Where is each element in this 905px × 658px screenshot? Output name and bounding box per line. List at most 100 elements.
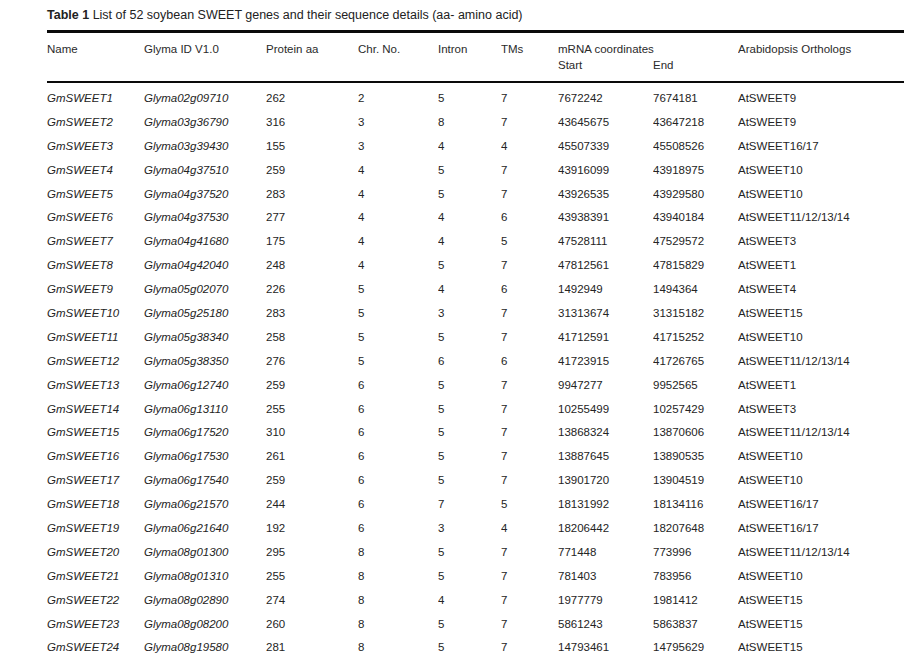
cell-tms: 4 bbox=[501, 516, 558, 540]
cell-tms: 7 bbox=[501, 182, 558, 206]
table-body: GmSWEET1Glyma02g097102622577672242767418… bbox=[47, 82, 904, 658]
cell-intron: 4 bbox=[438, 205, 501, 229]
cell-intron: 8 bbox=[438, 110, 501, 134]
cell-mrna-end: 43929580 bbox=[653, 182, 738, 206]
cell-ortholog: AtSWEET10 bbox=[738, 444, 904, 468]
cell-tms: 7 bbox=[501, 468, 558, 492]
cell-mrna-end: 43918975 bbox=[653, 158, 738, 182]
cell-intron: 5 bbox=[438, 158, 501, 182]
cell-protein-aa: 255 bbox=[266, 564, 358, 588]
table-row: GmSWEET15Glyma06g17520310657138683241387… bbox=[47, 420, 904, 444]
cell-mrna-end: 47815829 bbox=[653, 253, 738, 277]
cell-intron: 5 bbox=[438, 397, 501, 421]
col-header-orthologs: Arabidopsis Orthologs bbox=[738, 32, 904, 83]
cell-mrna-start: 771448 bbox=[558, 540, 653, 564]
cell-tms: 7 bbox=[501, 540, 558, 564]
cell-mrna-end: 45508526 bbox=[653, 134, 738, 158]
cell-chr-no: 3 bbox=[358, 110, 438, 134]
cell-protein-aa: 155 bbox=[266, 134, 358, 158]
cell-mrna-start: 45507339 bbox=[558, 134, 653, 158]
cell-glyma-id: Glyma04g37520 bbox=[144, 182, 266, 206]
cell-glyma-id: Glyma04g42040 bbox=[144, 253, 266, 277]
cell-tms: 7 bbox=[501, 373, 558, 397]
cell-intron: 6 bbox=[438, 349, 501, 373]
cell-name: GmSWEET17 bbox=[47, 468, 144, 492]
cell-tms: 7 bbox=[501, 158, 558, 182]
table-row: GmSWEET23Glyma08g08200260857586124358638… bbox=[47, 612, 904, 636]
cell-mrna-end: 783956 bbox=[653, 564, 738, 588]
cell-mrna-start: 43645675 bbox=[558, 110, 653, 134]
cell-ortholog: AtSWEET10 bbox=[738, 468, 904, 492]
cell-tms: 7 bbox=[501, 564, 558, 588]
cell-mrna-end: 10257429 bbox=[653, 397, 738, 421]
cell-mrna-end: 31315182 bbox=[653, 301, 738, 325]
cell-protein-aa: 283 bbox=[266, 301, 358, 325]
cell-chr-no: 5 bbox=[358, 325, 438, 349]
cell-tms: 7 bbox=[501, 635, 558, 658]
cell-intron: 5 bbox=[438, 325, 501, 349]
cell-mrna-start: 31313674 bbox=[558, 301, 653, 325]
cell-ortholog: AtSWEET15 bbox=[738, 612, 904, 636]
cell-tms: 4 bbox=[501, 134, 558, 158]
cell-chr-no: 4 bbox=[358, 229, 438, 253]
cell-intron: 3 bbox=[438, 301, 501, 325]
cell-name: GmSWEET21 bbox=[47, 564, 144, 588]
cell-name: GmSWEET24 bbox=[47, 635, 144, 658]
cell-mrna-start: 41712591 bbox=[558, 325, 653, 349]
table-row: GmSWEET20Glyma08g01300295857771448773996… bbox=[47, 540, 904, 564]
table-title-text: List of 52 soybean SWEET genes and their… bbox=[93, 8, 523, 22]
cell-mrna-start: 10255499 bbox=[558, 397, 653, 421]
table-row: GmSWEET11Glyma05g38340258557417125914171… bbox=[47, 325, 904, 349]
cell-protein-aa: 259 bbox=[266, 373, 358, 397]
cell-mrna-end: 13904519 bbox=[653, 468, 738, 492]
cell-chr-no: 5 bbox=[358, 349, 438, 373]
cell-tms: 7 bbox=[501, 420, 558, 444]
cell-mrna-end: 5863837 bbox=[653, 612, 738, 636]
cell-chr-no: 8 bbox=[358, 588, 438, 612]
cell-tms: 7 bbox=[501, 253, 558, 277]
cell-protein-aa: 295 bbox=[266, 540, 358, 564]
cell-mrna-start: 18131992 bbox=[558, 492, 653, 516]
col-header-chr-no: Chr. No. bbox=[358, 32, 438, 83]
cell-intron: 5 bbox=[438, 564, 501, 588]
cell-ortholog: AtSWEET15 bbox=[738, 635, 904, 658]
cell-name: GmSWEET2 bbox=[47, 110, 144, 134]
cell-protein-aa: 274 bbox=[266, 588, 358, 612]
cell-tms: 7 bbox=[501, 612, 558, 636]
cell-chr-no: 6 bbox=[358, 468, 438, 492]
cell-intron: 5 bbox=[438, 253, 501, 277]
cell-name: GmSWEET18 bbox=[47, 492, 144, 516]
cell-ortholog: AtSWEET11/12/13/14 bbox=[738, 420, 904, 444]
cell-intron: 5 bbox=[438, 82, 501, 110]
cell-protein-aa: 226 bbox=[266, 277, 358, 301]
table-title: Table 1 List of 52 soybean SWEET genes a… bbox=[47, 7, 904, 23]
cell-glyma-id: Glyma02g09710 bbox=[144, 82, 266, 110]
cell-ortholog: AtSWEET15 bbox=[738, 588, 904, 612]
col-header-protein-aa: Protein aa bbox=[266, 32, 358, 83]
cell-chr-no: 8 bbox=[358, 540, 438, 564]
cell-mrna-start: 5861243 bbox=[558, 612, 653, 636]
cell-name: GmSWEET10 bbox=[47, 301, 144, 325]
cell-tms: 7 bbox=[501, 444, 558, 468]
cell-mrna-start: 18206442 bbox=[558, 516, 653, 540]
cell-mrna-end: 9952565 bbox=[653, 373, 738, 397]
cell-tms: 6 bbox=[501, 349, 558, 373]
cell-name: GmSWEET8 bbox=[47, 253, 144, 277]
cell-glyma-id: Glyma03g36790 bbox=[144, 110, 266, 134]
cell-tms: 7 bbox=[501, 588, 558, 612]
cell-mrna-end: 7674181 bbox=[653, 82, 738, 110]
table-row: GmSWEET17Glyma06g17540259657139017201390… bbox=[47, 468, 904, 492]
col-header-name: Name bbox=[47, 32, 144, 83]
cell-intron: 5 bbox=[438, 420, 501, 444]
cell-protein-aa: 260 bbox=[266, 612, 358, 636]
paper-table-page: Table 1 List of 52 soybean SWEET genes a… bbox=[47, 7, 904, 658]
cell-ortholog: AtSWEET11/12/13/14 bbox=[738, 540, 904, 564]
cell-name: GmSWEET3 bbox=[47, 134, 144, 158]
table-row: GmSWEET21Glyma08g01310255857781403783956… bbox=[47, 564, 904, 588]
cell-intron: 5 bbox=[438, 540, 501, 564]
cell-mrna-start: 13887645 bbox=[558, 444, 653, 468]
cell-mrna-end: 14795629 bbox=[653, 635, 738, 658]
cell-intron: 3 bbox=[438, 516, 501, 540]
cell-chr-no: 6 bbox=[358, 397, 438, 421]
cell-glyma-id: Glyma08g08200 bbox=[144, 612, 266, 636]
